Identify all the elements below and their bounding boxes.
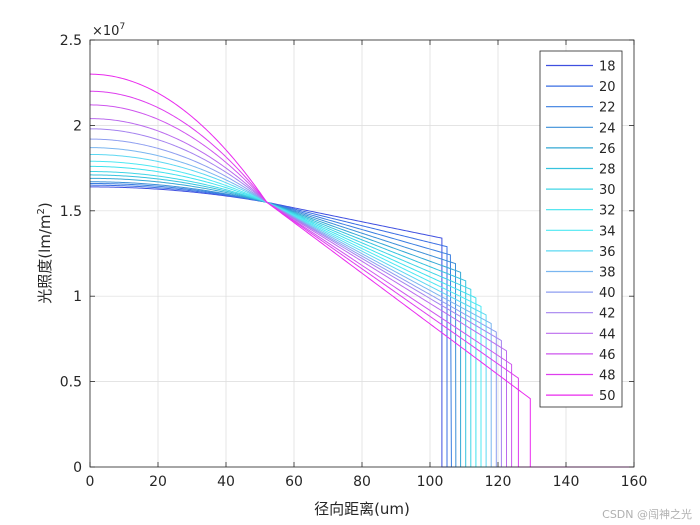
y-tick-label: 1	[73, 289, 82, 305]
y-tick-label: 2	[73, 118, 82, 134]
legend-label: 46	[599, 348, 616, 363]
legend-label: 28	[599, 163, 616, 178]
legend-label: 38	[599, 266, 616, 281]
axis-ticks: 0 20 40 60 80 100 120 140 160 0 0.5 1 1.5 2 2.5	[60, 33, 648, 490]
legend-label: 34	[599, 224, 616, 239]
series-line-38	[89, 147, 634, 468]
series-line-46	[89, 104, 634, 468]
legend-label: 18	[599, 60, 616, 75]
x-tick-label: 80	[353, 474, 371, 490]
series-line-50	[89, 73, 634, 468]
legend: 18 20 22 24 26 28 30 32 34 36 38 40 42 44 46 48 50	[539, 50, 623, 408]
legend-label: 26	[599, 142, 616, 157]
legend-label: 44	[599, 327, 616, 342]
legend-label: 48	[599, 369, 616, 384]
x-tick-label: 140	[553, 474, 580, 490]
y-exponent-label: ×107	[92, 22, 125, 39]
y-axis-label: 光照度(lm/m2)	[36, 202, 54, 304]
legend-label: 30	[599, 183, 616, 198]
series-line-36	[90, 153, 634, 468]
legend-label: 22	[599, 101, 616, 116]
x-tick-label: 0	[86, 474, 95, 490]
legend-label: 42	[599, 307, 616, 322]
y-tick-label: 1.5	[60, 204, 82, 220]
series-line-44	[89, 118, 634, 468]
legend-label: 20	[599, 80, 616, 95]
series-line-48	[89, 90, 634, 468]
x-axis-label: 径向距离(um)	[314, 500, 410, 518]
y-tick-label: 0.5	[60, 375, 82, 391]
y-tick-label: 0	[73, 460, 82, 476]
legend-label: 40	[599, 286, 616, 301]
series-layer	[89, 73, 634, 468]
legend-box	[539, 50, 623, 408]
legend-label: 50	[599, 389, 616, 404]
y-tick-label: 2.5	[60, 33, 82, 49]
x-tick-label: 120	[485, 474, 512, 490]
x-tick-label: 60	[285, 474, 303, 490]
x-tick-label: 40	[217, 474, 235, 490]
series-line-34	[90, 160, 634, 468]
series-line-40	[89, 138, 634, 468]
legend-label: 36	[599, 245, 616, 260]
watermark: CSDN @闯神之光	[602, 508, 692, 521]
series-line-42	[90, 128, 634, 468]
x-tick-label: 20	[149, 474, 167, 490]
legend-label: 32	[599, 204, 616, 219]
legend-label: 24	[599, 121, 616, 136]
x-tick-label: 100	[417, 474, 444, 490]
x-tick-label: 160	[621, 474, 648, 490]
